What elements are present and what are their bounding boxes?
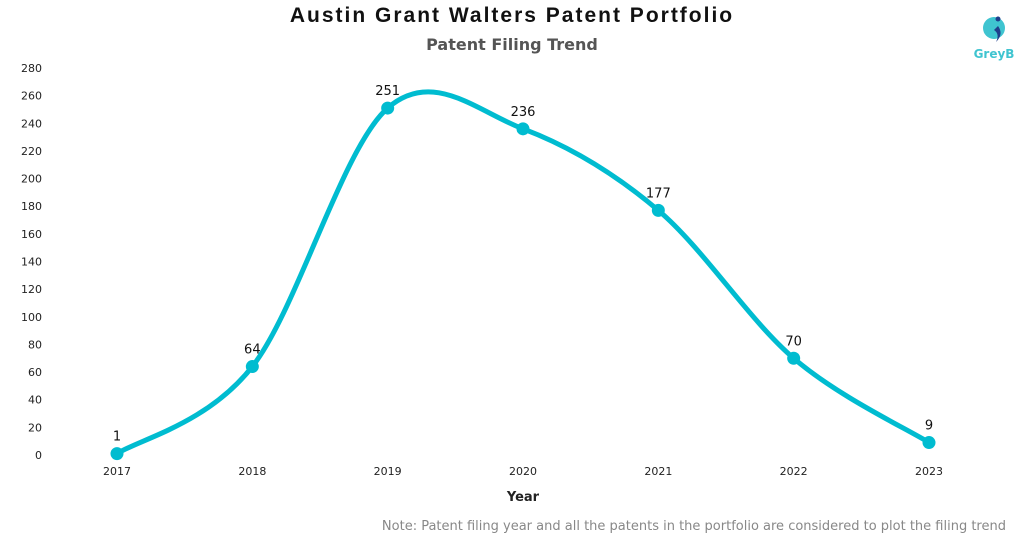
data-label: 70 [785,334,802,349]
series-line [117,92,929,454]
y-tick-label: 0 [35,449,42,462]
data-point [246,360,259,373]
y-tick-label: 180 [21,200,42,213]
data-point [923,436,936,449]
y-tick-label: 240 [21,117,42,130]
x-tick-label: 2020 [509,465,537,478]
data-point [111,447,124,460]
x-tick-label: 2018 [238,465,266,478]
data-point [517,122,530,135]
data-label: 1 [113,430,121,445]
data-point [787,352,800,365]
x-tick-label: 2017 [103,465,131,478]
data-label: 9 [925,419,933,434]
data-point [381,102,394,115]
data-label: 251 [375,84,400,99]
x-tick-label: 2021 [644,465,672,478]
y-tick-label: 100 [21,311,42,324]
data-label: 236 [511,105,536,120]
x-tick-label: 2019 [374,465,402,478]
data-point [652,204,665,217]
y-tick-label: 220 [21,145,42,158]
y-tick-label: 60 [28,366,42,379]
y-tick-label: 280 [21,62,42,75]
y-tick-label: 260 [21,90,42,103]
x-axis-label: Year [506,490,540,505]
y-tick-label: 200 [21,173,42,186]
footnote: Note: Patent filing year and all the pat… [382,519,1006,534]
y-tick-label: 120 [21,283,42,296]
data-label: 64 [244,343,261,358]
y-tick-label: 140 [21,256,42,269]
y-tick-label: 80 [28,338,42,351]
x-tick-label: 2023 [915,465,943,478]
y-tick-label: 160 [21,228,42,241]
y-tick-label: 20 [28,421,42,434]
y-tick-label: 40 [28,394,42,407]
x-tick-label: 2022 [780,465,808,478]
data-label: 177 [646,186,671,201]
